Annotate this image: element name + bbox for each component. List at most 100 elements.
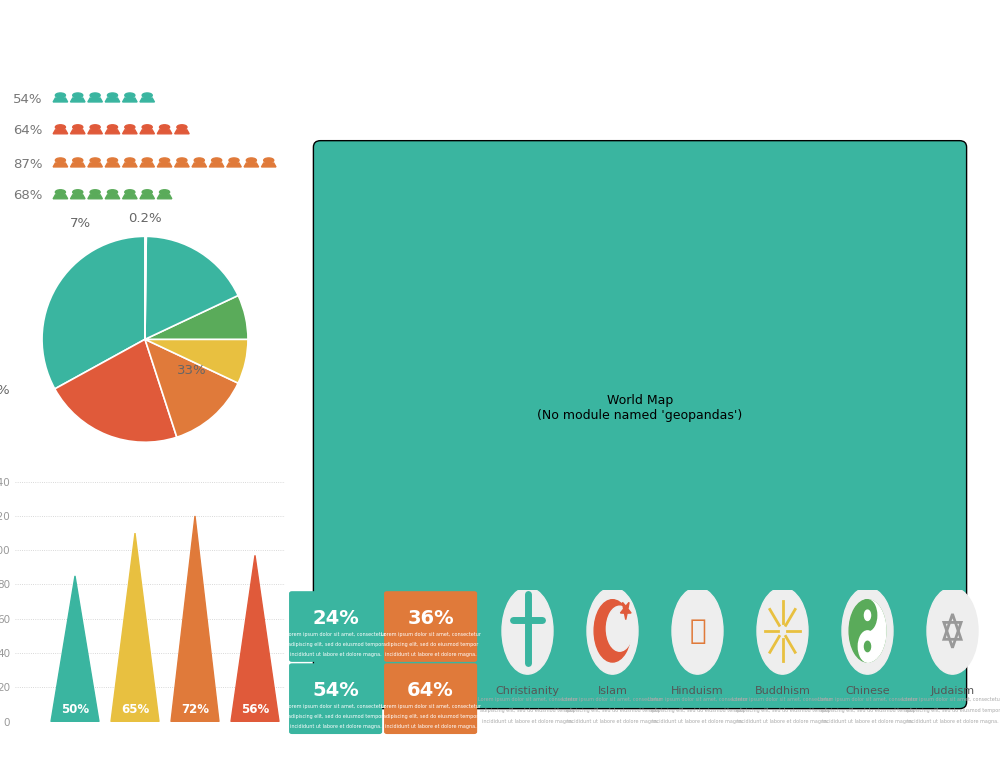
Circle shape <box>194 158 204 163</box>
Circle shape <box>142 125 152 129</box>
Polygon shape <box>53 98 68 102</box>
Text: 64%: 64% <box>407 681 454 700</box>
Polygon shape <box>123 98 137 102</box>
Polygon shape <box>140 195 154 199</box>
Text: Lorem ipsum dolor sit amet, consectetur: Lorem ipsum dolor sit amet, consectetur <box>818 697 918 702</box>
Text: Lorem ipsum dolor sit amet, consectetur: Lorem ipsum dolor sit amet, consectetur <box>478 697 578 702</box>
Circle shape <box>73 125 83 129</box>
Polygon shape <box>123 129 137 134</box>
Circle shape <box>606 606 633 651</box>
Text: Buddhism: Buddhism <box>755 686 810 696</box>
Circle shape <box>90 93 100 98</box>
Circle shape <box>587 587 638 674</box>
Circle shape <box>502 587 553 674</box>
Polygon shape <box>192 163 207 167</box>
Text: incididunt ut labore et dolore magna.: incididunt ut labore et dolore magna. <box>567 719 658 724</box>
Text: Lorem ipsum dolor sit amet, consectetur: Lorem ipsum dolor sit amet, consectetur <box>286 632 386 637</box>
Polygon shape <box>209 163 224 167</box>
Polygon shape <box>157 195 172 199</box>
Text: incididunt ut labore et dolore magna.: incididunt ut labore et dolore magna. <box>290 652 381 658</box>
Circle shape <box>73 190 83 194</box>
FancyBboxPatch shape <box>313 140 967 709</box>
Text: adipiscing elit, sed do eiusmod tempor: adipiscing elit, sed do eiusmod tempor <box>820 708 915 713</box>
Circle shape <box>125 158 135 163</box>
Text: 24%: 24% <box>312 609 359 628</box>
Circle shape <box>90 190 100 194</box>
Text: Lorem ipsum dolor sit amet, consectetur: Lorem ipsum dolor sit amet, consectetur <box>902 697 1000 702</box>
Text: 13%: 13% <box>0 385 11 397</box>
FancyBboxPatch shape <box>384 591 477 662</box>
Circle shape <box>107 158 118 163</box>
Polygon shape <box>157 163 172 167</box>
Circle shape <box>55 158 65 163</box>
Polygon shape <box>231 555 279 722</box>
Text: adipiscing elit, sed do eiusmod tempor: adipiscing elit, sed do eiusmod tempor <box>383 714 478 719</box>
Polygon shape <box>244 163 259 167</box>
Polygon shape <box>70 195 85 199</box>
Polygon shape <box>157 129 172 134</box>
Polygon shape <box>175 129 189 134</box>
Text: 64%: 64% <box>13 124 42 137</box>
Circle shape <box>142 93 152 98</box>
Wedge shape <box>145 339 238 438</box>
Text: 65%: 65% <box>121 704 149 716</box>
Text: adipiscing elit, sed do eiusmod tempor: adipiscing elit, sed do eiusmod tempor <box>565 708 660 713</box>
Text: INFOGRAPHICS: INFOGRAPHICS <box>503 23 796 59</box>
Polygon shape <box>140 129 154 134</box>
Text: incididunt ut labore et dolore magna.: incididunt ut labore et dolore magna. <box>482 719 573 724</box>
Circle shape <box>55 190 65 194</box>
Text: World Map
(No module named 'geopandas'): World Map (No module named 'geopandas') <box>537 395 743 422</box>
Circle shape <box>849 600 886 662</box>
Circle shape <box>264 158 274 163</box>
Circle shape <box>858 631 877 662</box>
Circle shape <box>177 125 187 129</box>
Polygon shape <box>175 163 189 167</box>
Wedge shape <box>145 339 248 383</box>
Circle shape <box>160 158 170 163</box>
Circle shape <box>90 158 100 163</box>
Circle shape <box>107 93 118 98</box>
Circle shape <box>90 125 100 129</box>
Polygon shape <box>105 163 120 167</box>
Circle shape <box>229 158 239 163</box>
Polygon shape <box>140 98 154 102</box>
Circle shape <box>125 190 135 194</box>
Text: incididunt ut labore et dolore magna.: incididunt ut labore et dolore magna. <box>290 725 381 729</box>
Polygon shape <box>70 163 85 167</box>
Text: 56%: 56% <box>241 704 269 716</box>
Wedge shape <box>868 600 886 662</box>
Circle shape <box>73 158 83 163</box>
Circle shape <box>55 93 65 98</box>
Polygon shape <box>105 129 120 134</box>
Wedge shape <box>145 296 248 339</box>
Wedge shape <box>145 236 146 339</box>
Text: VectorStock®: VectorStock® <box>40 748 170 767</box>
Text: 0.2%: 0.2% <box>128 212 162 225</box>
Circle shape <box>594 600 631 662</box>
Circle shape <box>142 190 152 194</box>
Text: 22%: 22% <box>79 492 108 505</box>
Text: Chinese: Chinese <box>845 686 890 696</box>
Text: Lorem ipsum dolor sit amet, consectetur: Lorem ipsum dolor sit amet, consectetur <box>286 704 386 709</box>
Polygon shape <box>123 163 137 167</box>
Circle shape <box>842 587 893 674</box>
Text: Christianity: Christianity <box>496 686 560 696</box>
Circle shape <box>864 641 871 651</box>
Text: 7%: 7% <box>0 289 1 302</box>
Text: Lorem ipsum dolor sit amet, consectetur: Lorem ipsum dolor sit amet, consectetur <box>381 632 481 637</box>
Polygon shape <box>111 533 159 722</box>
Circle shape <box>160 190 170 194</box>
Text: adipiscing elit, sed do eiusmod tempor: adipiscing elit, sed do eiusmod tempor <box>288 714 383 719</box>
FancyBboxPatch shape <box>289 663 382 734</box>
Text: Judaism: Judaism <box>930 686 975 696</box>
Text: 54%: 54% <box>312 681 359 700</box>
Circle shape <box>125 125 135 129</box>
Wedge shape <box>42 236 145 389</box>
Circle shape <box>212 158 222 163</box>
Circle shape <box>246 158 256 163</box>
Text: Lorem ipsum dolor sit amet, consectetur: Lorem ipsum dolor sit amet, consectetur <box>381 704 481 709</box>
Circle shape <box>73 93 83 98</box>
Polygon shape <box>123 195 137 199</box>
Text: 50%: 50% <box>61 704 89 716</box>
FancyBboxPatch shape <box>289 591 382 662</box>
